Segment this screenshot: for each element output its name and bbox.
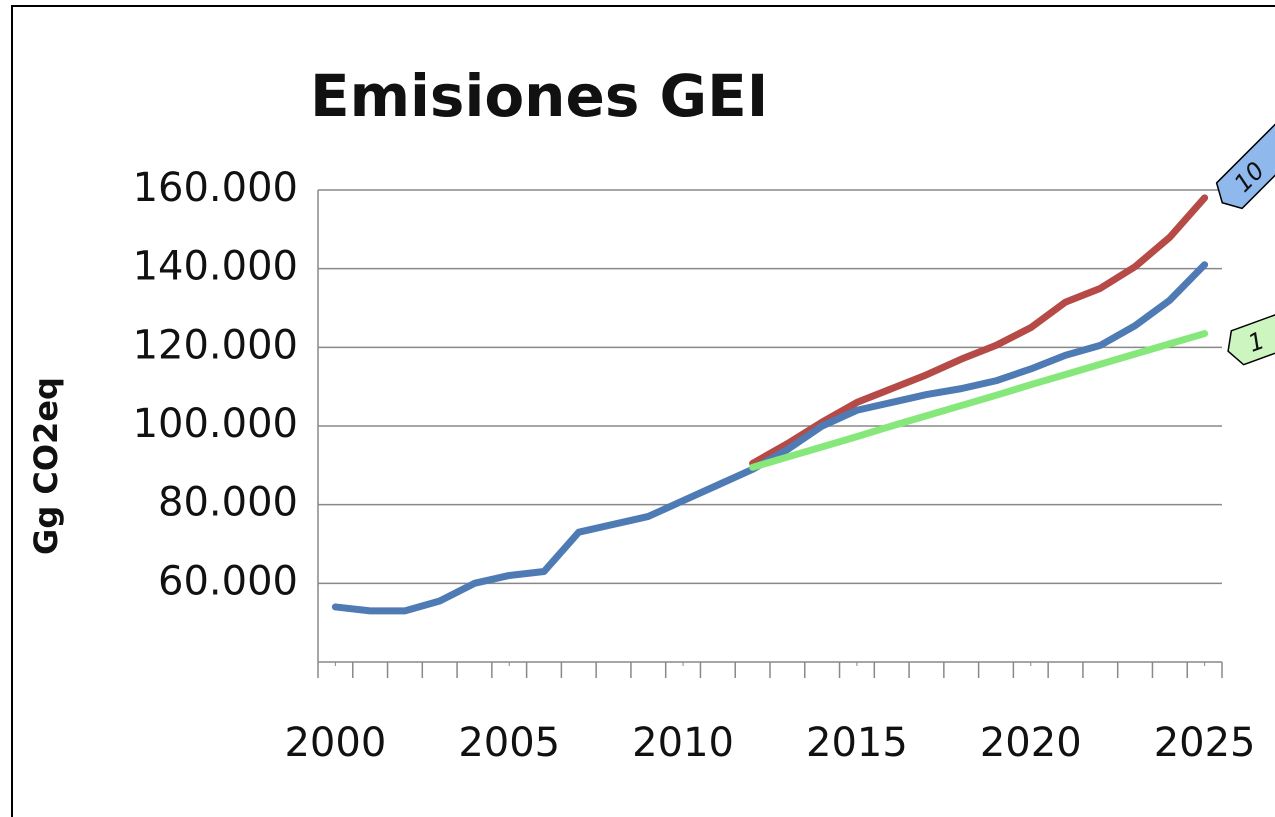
x-tick-label: 2020 <box>980 720 1082 766</box>
y-tick-label: 60.000 <box>158 558 298 604</box>
y-axis-label: Gg CO2eq <box>27 377 65 555</box>
annotation-box <box>1215 119 1275 210</box>
x-tick-label: 2010 <box>632 720 734 766</box>
y-tick-label: 160.000 <box>133 165 298 211</box>
annotation-box <box>1227 299 1275 366</box>
y-tick-label: 80.000 <box>158 480 298 526</box>
annotation: 1 <box>1227 299 1275 366</box>
chart-title: Emisiones GEI <box>310 62 768 130</box>
y-tick-label: 100.000 <box>133 401 298 447</box>
frame <box>11 5 1275 817</box>
x-tick-label: 2015 <box>806 720 908 766</box>
series-line <box>749 194 1209 467</box>
x-tick-label: 2005 <box>458 720 560 766</box>
x-tick-label: 2025 <box>1154 720 1256 766</box>
x-tick-label: 2000 <box>284 720 386 766</box>
series-line <box>749 330 1209 471</box>
y-tick-label: 140.000 <box>133 244 298 290</box>
y-tick-label: 120.000 <box>133 322 298 368</box>
